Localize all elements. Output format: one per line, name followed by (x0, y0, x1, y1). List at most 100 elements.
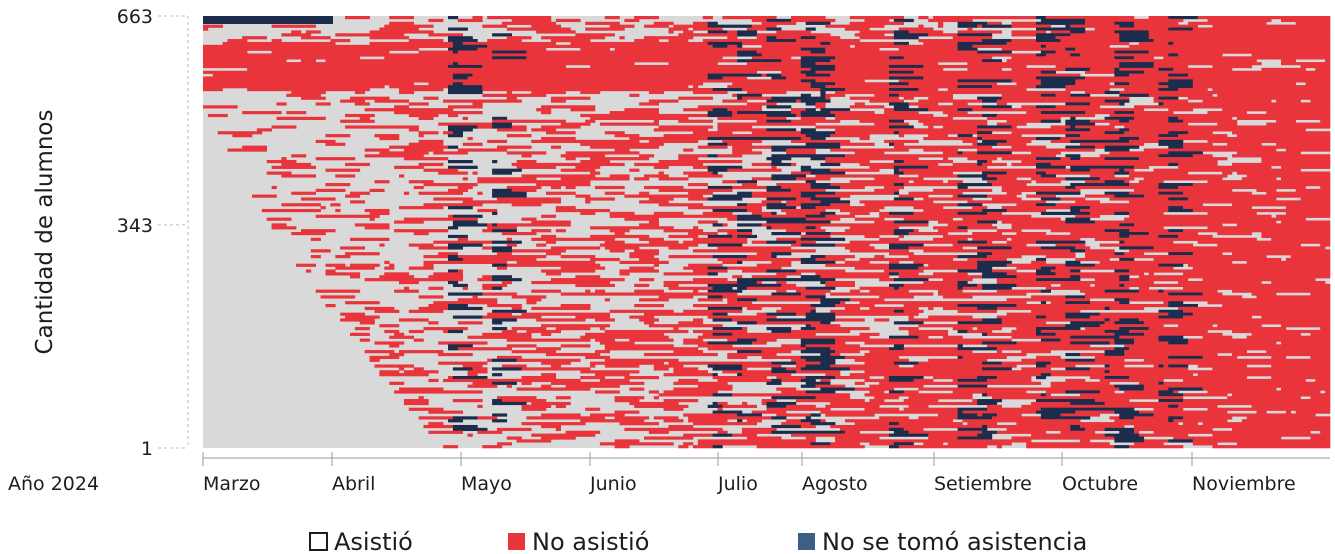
absent-cell (795, 370, 816, 374)
absent-cell (555, 206, 576, 210)
absent-cell (506, 96, 517, 100)
absent-cell (1163, 220, 1189, 224)
absent-cell (1080, 275, 1086, 279)
absent-cell (541, 174, 557, 178)
absent-cell (1138, 136, 1154, 141)
absent-cell (1325, 283, 1331, 288)
absent-cell (658, 50, 694, 54)
absent-cell (771, 352, 777, 357)
absent-cell (1320, 203, 1331, 207)
no-record-cell (977, 399, 1002, 403)
absent-cell (1178, 53, 1213, 57)
absent-cell (506, 185, 542, 190)
absent-cell (369, 62, 400, 66)
absent-cell (1138, 53, 1159, 57)
absent-cell (565, 50, 596, 54)
absent-cell (658, 177, 689, 181)
absent-cell (869, 384, 875, 388)
no-record-cell (492, 171, 512, 175)
absent-cell (1129, 255, 1145, 259)
absent-cell (1183, 286, 1198, 290)
absent-cell (1241, 56, 1262, 60)
absent-cell (938, 240, 958, 244)
no-record-cell (452, 315, 483, 319)
absent-cell (942, 82, 973, 86)
absent-cell (590, 76, 625, 80)
absent-cell (844, 344, 860, 348)
absent-cell (1060, 197, 1086, 201)
absent-cell (644, 16, 659, 20)
no-record-cell (1065, 367, 1091, 371)
absent-cell (1134, 27, 1169, 31)
absent-cell (815, 393, 851, 397)
absent-cell (1305, 93, 1316, 97)
absent-cell (746, 102, 777, 106)
absent-cell (923, 280, 958, 285)
absent-cell (918, 116, 953, 120)
no-record-cell (771, 160, 782, 164)
absent-cell (1099, 243, 1130, 247)
absent-cell (688, 174, 723, 178)
absent-cell (840, 125, 846, 129)
no-record-cell (820, 154, 846, 158)
absent-cell (1178, 136, 1203, 141)
absent-cell (1281, 376, 1287, 380)
absent-cell (595, 185, 615, 190)
absent-cell (1325, 324, 1331, 328)
absent-cell (1148, 90, 1184, 95)
absent-cell (1163, 301, 1169, 305)
absent-cell (1075, 257, 1091, 262)
absent-cell (590, 234, 610, 239)
absent-cell (379, 275, 414, 279)
absent-cell (1246, 73, 1272, 77)
absent-cell (1016, 85, 1037, 89)
absent-cell (1222, 410, 1228, 414)
no-record-cell (1036, 136, 1042, 141)
absent-cell (658, 295, 684, 299)
no-record-cell (982, 39, 1012, 43)
absent-cell (742, 361, 772, 365)
absent-cell (1320, 208, 1331, 213)
absent-cell (1006, 180, 1032, 184)
no-record-cell (1158, 88, 1169, 92)
absent-cell (1310, 257, 1331, 262)
absent-cell (325, 134, 351, 138)
absent-cell (403, 154, 424, 158)
absent-cell (942, 208, 963, 213)
absent-cell (1197, 36, 1233, 40)
absent-cell (673, 113, 679, 118)
absent-cell (1138, 41, 1169, 46)
absent-cell (795, 240, 816, 244)
absent-cell (663, 407, 684, 411)
absent-cell (575, 151, 596, 155)
no-record-cell (805, 295, 811, 299)
no-record-cell (957, 134, 973, 138)
absent-cell (595, 338, 615, 342)
absent-cell (1251, 312, 1282, 316)
absent-cell (884, 185, 904, 190)
no-record-cell (448, 39, 478, 43)
absent-cell (624, 145, 645, 149)
absent-cell (1085, 76, 1110, 80)
no-record-cell (712, 332, 733, 336)
absent-cell (276, 116, 292, 120)
absent-cell (1310, 174, 1331, 178)
absent-cell (575, 315, 610, 319)
absent-cell (1119, 370, 1154, 374)
absent-cell (938, 318, 949, 322)
absent-cell (232, 134, 253, 138)
absent-cell (751, 116, 777, 120)
absent-cell (614, 134, 640, 138)
absent-cell (786, 76, 821, 80)
absent-cell (1163, 364, 1169, 368)
absent-cell (1202, 102, 1238, 106)
absent-cell (1227, 246, 1257, 250)
absent-cell (1290, 344, 1296, 348)
absent-cell (1109, 18, 1135, 23)
absent-cell (903, 350, 909, 354)
absent-cell (565, 183, 591, 187)
absent-cell (1232, 321, 1243, 325)
absent-cell (732, 332, 748, 336)
absent-cell (1271, 24, 1277, 28)
no-record-cell (810, 197, 841, 201)
